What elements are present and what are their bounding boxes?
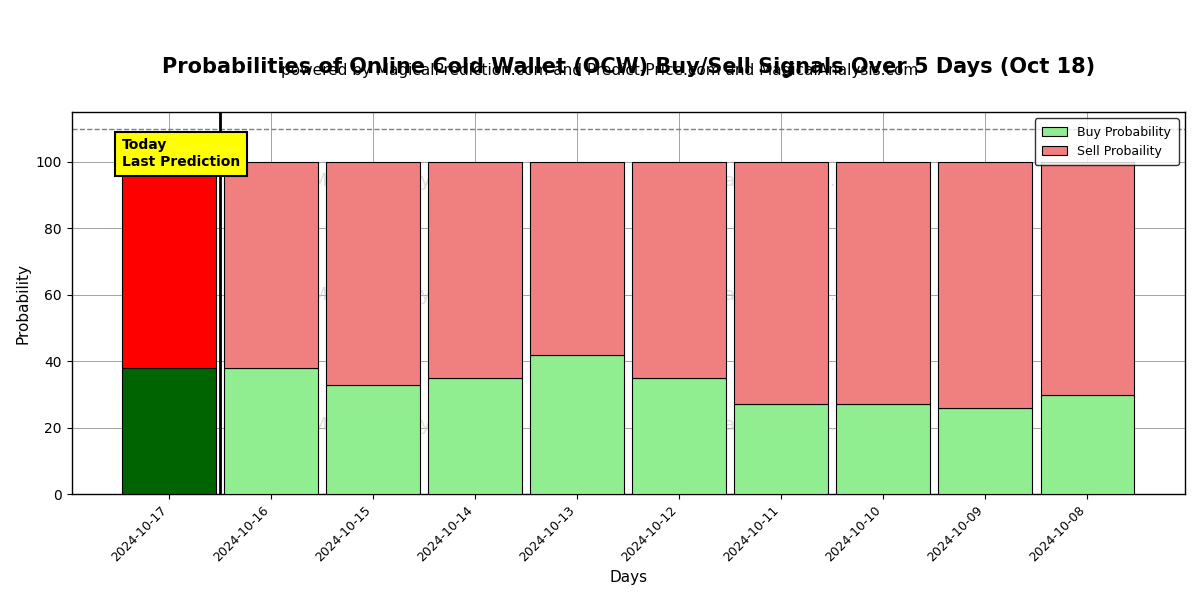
Text: Today
Last Prediction: Today Last Prediction [122,139,240,169]
Text: MagicalPrediction.com: MagicalPrediction.com [672,286,875,304]
Bar [632,378,726,494]
Bar [938,408,1032,494]
Bar [530,162,624,355]
Bar [326,162,420,385]
Title: Probabilities of Online Cold Wallet (OCW) Buy/Sell Signals Over 5 Days (Oct 18): Probabilities of Online Cold Wallet (OCW… [162,57,1094,77]
Bar [734,404,828,494]
Y-axis label: Probability: Probability [16,263,30,344]
Text: MagicalAnalysis.com: MagicalAnalysis.com [312,416,499,434]
Text: powered by MagicalPrediction.com and Predict-Price.com and MagicalAnalysis.com: powered by MagicalPrediction.com and Pre… [281,63,919,78]
Bar [734,162,828,404]
Legend: Buy Probability, Sell Probaility: Buy Probability, Sell Probaility [1034,118,1178,166]
Bar [326,385,420,494]
Bar [632,162,726,378]
Bar [836,162,930,404]
Text: MagicalPrediction.com: MagicalPrediction.com [672,416,875,434]
Bar [428,378,522,494]
Bar [224,368,318,494]
Bar [1040,395,1134,494]
Bar [938,162,1032,408]
Text: MagicalAnalysis.com: MagicalAnalysis.com [312,172,499,190]
Bar [224,162,318,368]
Text: MagicalPrediction.com: MagicalPrediction.com [672,172,875,190]
Bar [836,404,930,494]
Bar [122,368,216,494]
Bar [1040,162,1134,395]
X-axis label: Days: Days [610,570,647,585]
Bar [122,162,216,368]
Bar [428,162,522,378]
Text: MagicalAnalysis.com: MagicalAnalysis.com [312,286,499,304]
Bar [530,355,624,494]
